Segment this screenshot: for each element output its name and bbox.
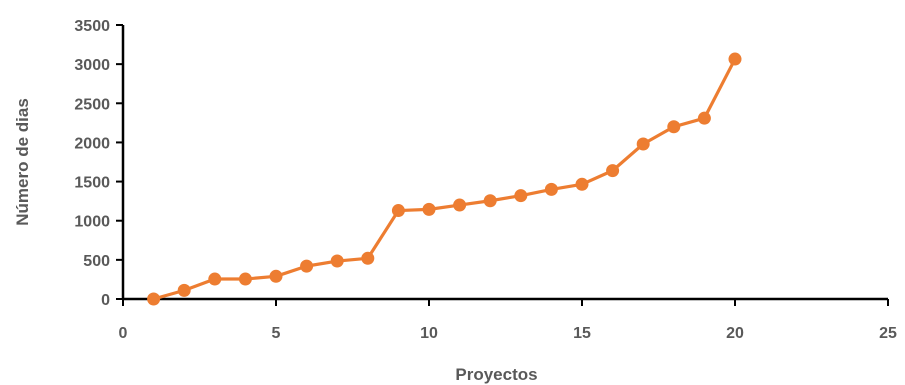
data-point — [391, 204, 405, 218]
data-point — [422, 202, 436, 216]
data-point — [330, 254, 344, 268]
data-point — [483, 194, 497, 208]
data-point — [544, 182, 558, 196]
data-point — [697, 111, 711, 125]
data-point — [636, 137, 650, 151]
y-tick-label: 2000 — [74, 135, 110, 152]
data-point — [453, 198, 467, 212]
data-point — [147, 292, 161, 306]
y-tick-label: 1500 — [74, 175, 110, 192]
x-axis-title: Proyectos — [455, 365, 537, 384]
series-line — [153, 58, 737, 301]
x-axis-ticks: 0 5 10 15 20 25 — [119, 299, 897, 342]
x-tick-label: 25 — [879, 325, 897, 342]
data-point — [514, 189, 528, 203]
data-point — [300, 259, 314, 273]
data-point — [361, 251, 375, 265]
data-point — [238, 272, 252, 286]
data-point — [575, 177, 589, 191]
x-tick-label: 10 — [420, 325, 438, 342]
y-tick-label: 2500 — [74, 96, 110, 113]
data-point — [177, 283, 191, 297]
y-axis-ticks: 0 500 1000 1500 2000 2500 3000 3500 — [74, 18, 123, 309]
x-tick-label: 15 — [573, 325, 591, 342]
data-point — [269, 269, 283, 283]
x-tick-label: 0 — [119, 325, 128, 342]
y-tick-label: 0 — [101, 292, 110, 309]
data-point — [208, 272, 222, 286]
series-layer — [147, 52, 742, 306]
y-axis-title: Número de dias — [13, 98, 32, 226]
data-point — [667, 120, 681, 134]
y-tick-label: 500 — [83, 253, 110, 270]
y-tick-label: 3500 — [74, 18, 110, 35]
data-point — [728, 52, 742, 66]
data-point — [606, 164, 620, 178]
x-tick-label: 20 — [726, 325, 744, 342]
chart-axes — [121, 25, 888, 301]
y-tick-label: 1000 — [74, 214, 110, 231]
x-tick-label: 5 — [272, 325, 281, 342]
y-tick-label: 3000 — [74, 57, 110, 74]
